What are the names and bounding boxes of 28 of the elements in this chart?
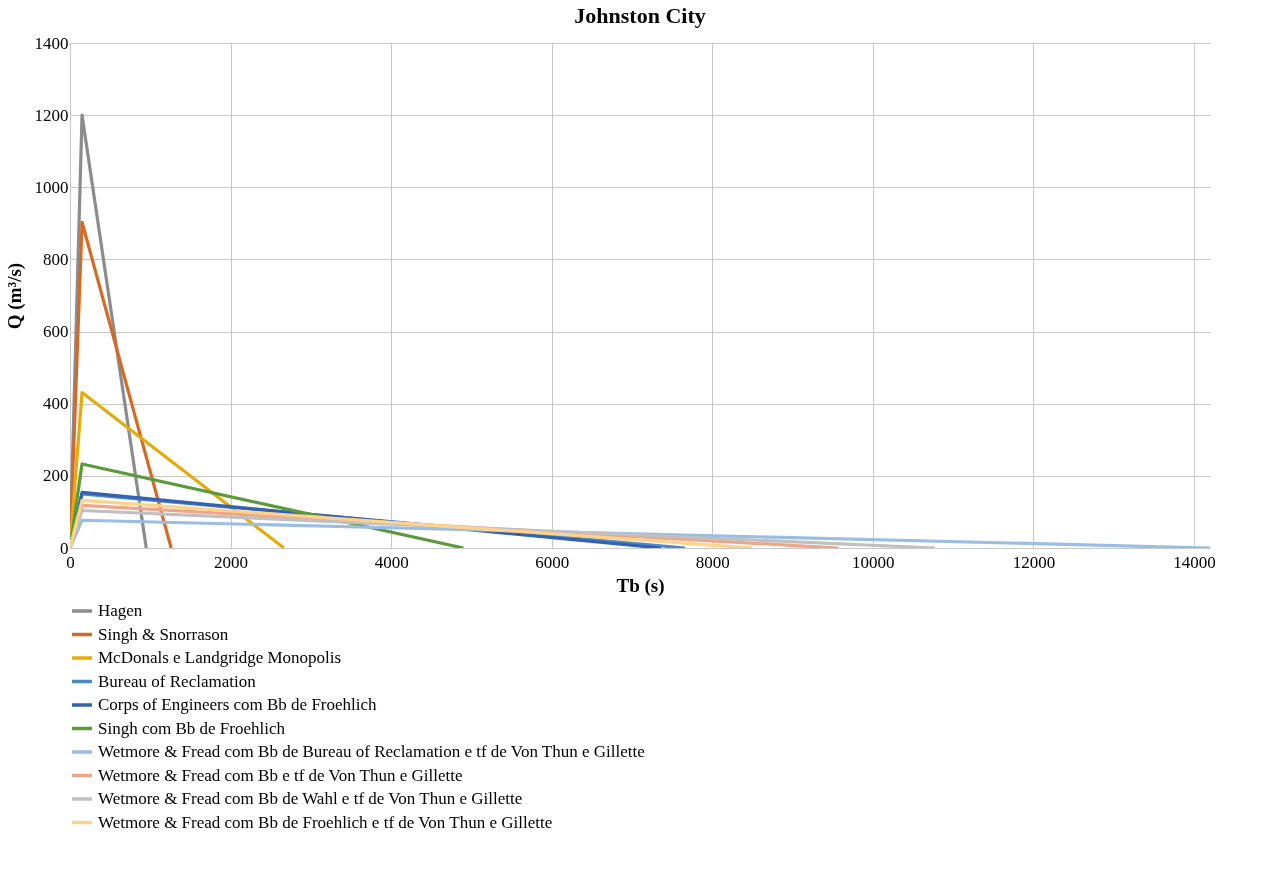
- x-tick-label: 10000: [852, 552, 895, 572]
- chart-title: Johnston City: [574, 3, 706, 28]
- legend-label: Wetmore & Fread com Bb de Wahl e tf de Von Thun e Gillette: [98, 789, 523, 808]
- x-axis-title: Tb (s): [616, 574, 665, 597]
- y-tick-label: 200: [43, 466, 69, 486]
- legend-label: Singh com Bb de Froehlich: [98, 718, 286, 738]
- y-tick-label: 1200: [34, 105, 69, 125]
- y-axis-title: Q (m³/s): [3, 262, 26, 330]
- legend-label: Corps of Engineers com Bb de Froehlich: [98, 695, 378, 714]
- x-tick-label: 12000: [1012, 552, 1056, 572]
- legend-label: McDonals e Landgridge Monopolis: [98, 648, 342, 667]
- legend-label: Hagen: [98, 601, 143, 620]
- legend-label: Singh & Snorrason: [98, 624, 229, 644]
- y-tick-label: 400: [43, 394, 69, 414]
- legend-label: Wetmore & Fread com Bb e tf de Von Thun e Gillette: [98, 765, 463, 785]
- x-tick-label: 4000: [374, 552, 409, 572]
- x-tick-label: 14000: [1173, 552, 1216, 572]
- y-tick-label: 1000: [34, 177, 69, 197]
- x-tick-label: 6000: [535, 552, 570, 572]
- y-tick-label: 800: [43, 249, 69, 269]
- y-tick-label: 0: [60, 538, 69, 558]
- legend-label: Wetmore & Fread com Bb de Froehlich e tf de Von Thun e Gillette: [98, 812, 553, 832]
- y-tick-label: 600: [43, 322, 69, 342]
- y-tick-label: 1400: [34, 33, 69, 53]
- legend-label: Bureau of Reclamation: [98, 671, 257, 691]
- x-tick-label: 2000: [214, 552, 249, 572]
- x-tick-label: 8000: [695, 552, 730, 572]
- legend-label: Wetmore & Fread com Bb de Bureau of Reclamation e tf de Von Thun e Gillette: [98, 742, 645, 761]
